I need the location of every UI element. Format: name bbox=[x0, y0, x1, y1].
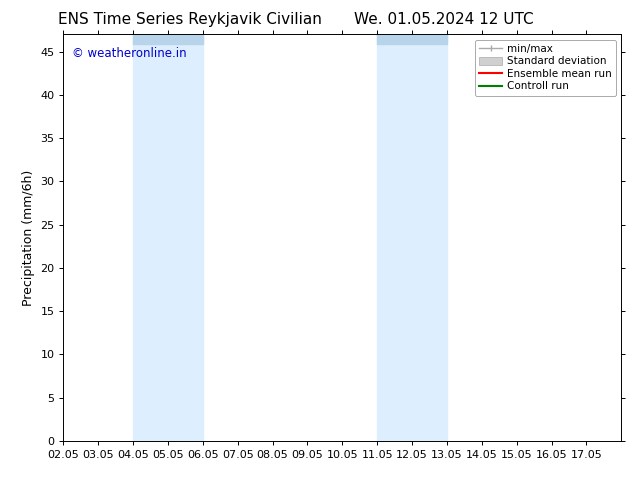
Text: © weatheronline.in: © weatheronline.in bbox=[72, 47, 186, 59]
Bar bbox=[133, 34, 203, 441]
Bar bbox=[377, 34, 447, 441]
Legend: min/max, Standard deviation, Ensemble mean run, Controll run: min/max, Standard deviation, Ensemble me… bbox=[475, 40, 616, 96]
Bar bbox=[133, 34, 203, 45]
Text: We. 01.05.2024 12 UTC: We. 01.05.2024 12 UTC bbox=[354, 12, 534, 27]
Bar bbox=[377, 34, 447, 45]
Text: ENS Time Series Reykjavik Civilian: ENS Time Series Reykjavik Civilian bbox=[58, 12, 322, 27]
Y-axis label: Precipitation (mm/6h): Precipitation (mm/6h) bbox=[22, 170, 35, 306]
